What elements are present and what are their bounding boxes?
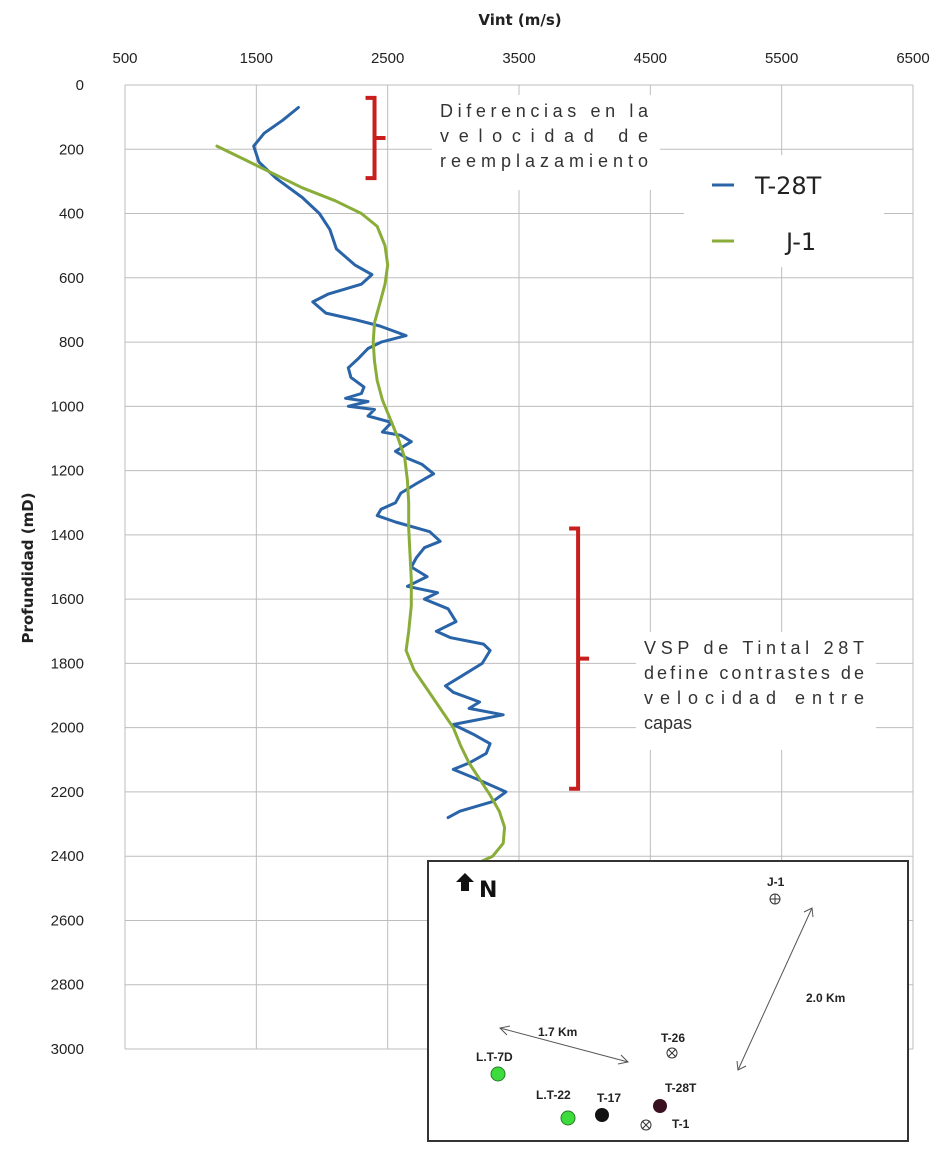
annotation-background-vsp-note <box>636 632 876 750</box>
annotation-bracket-vsp-note <box>569 526 590 791</box>
annotation-bracket-replacement-velocity <box>365 95 386 181</box>
well-lt-22-label: L.T-22 <box>536 1088 571 1102</box>
x-ticks: 500 1500 2500 3500 4500 5500 6500 <box>112 50 929 67</box>
y-tick-label-800: 800 <box>59 334 84 351</box>
series-line-t-28t <box>252 106 508 820</box>
x-tick-label-1500: 1500 <box>240 50 273 67</box>
y-tick-label-600: 600 <box>59 270 84 287</box>
annotation-line-vsp-note-1: define contrastes de <box>644 663 864 683</box>
legend-label-t-28t: T-28T <box>754 172 822 200</box>
well-lt-22-marker <box>560 1110 576 1126</box>
y-tick-label-2800: 2800 <box>51 977 84 994</box>
y-ticks: 0 200 400 600 800 1000 1200 1400 1600 1800 2000 220… <box>51 77 84 1058</box>
y-tick-label-2400: 2400 <box>51 848 84 865</box>
well-t-28t-marker <box>653 1099 667 1113</box>
well-lt-7d-label: L.T-7D <box>476 1050 513 1064</box>
well-t-17-label: T-17 <box>597 1091 621 1105</box>
y-tick-label-1400: 1400 <box>51 527 84 544</box>
y-tick-label-1200: 1200 <box>51 463 84 480</box>
y-tick-label-2000: 2000 <box>51 720 84 737</box>
series-line-j-1 <box>215 144 507 868</box>
x-axis-title: Vint (m/s) <box>478 11 561 29</box>
inset-map-frame <box>427 860 909 1142</box>
y-tick-label-200: 200 <box>59 141 84 158</box>
well-t-17-marker <box>595 1108 609 1122</box>
annotation-line-vsp-note-3: capas <box>644 713 692 733</box>
north-arrow-icon <box>456 873 474 891</box>
well-t-26-label: T-26 <box>661 1031 685 1045</box>
inset-location-map: N 1.7 Km 2.0 Km J-1 T-26 L.T-7D L.T-22 T… <box>427 860 909 1142</box>
y-tick-label-1800: 1800 <box>51 655 84 672</box>
series-layer <box>215 106 508 868</box>
annotation-line-replacement-velocity-0: Diferencias en la <box>440 101 649 121</box>
annotation-line-replacement-velocity-2: reemplazamiento <box>440 151 648 171</box>
scale-label-1-7km: 1.7 Km <box>538 1025 577 1039</box>
y-tick-label-2600: 2600 <box>51 912 84 929</box>
x-tick-label-3500: 3500 <box>502 50 535 67</box>
scale-arrow-2-0km <box>736 907 814 1071</box>
y-tick-label-1600: 1600 <box>51 591 84 608</box>
y-tick-label-3000: 3000 <box>51 1041 84 1058</box>
x-tick-label-4500: 4500 <box>634 50 667 67</box>
well-t-26-cross-b <box>667 1048 677 1058</box>
y-axis-title: Profundidad (mD) <box>19 492 37 643</box>
well-j-1-label: J-1 <box>767 875 785 889</box>
x-tick-label-2500: 2500 <box>371 50 404 67</box>
annotation-background-replacement-velocity <box>432 95 660 190</box>
well-t-1-cross-b <box>641 1120 651 1130</box>
scale-arrow-1-7km <box>498 1025 630 1065</box>
well-t-28t-label: T-28T <box>665 1081 697 1095</box>
north-label: N <box>479 878 497 903</box>
well-t-1-label: T-1 <box>672 1117 690 1131</box>
legend: T-28T J-1 <box>684 155 884 267</box>
x-tick-label-5500: 5500 <box>765 50 798 67</box>
y-tick-label-0: 0 <box>76 77 84 94</box>
well-lt-7d-marker <box>490 1066 506 1082</box>
scale-label-2-0km: 2.0 Km <box>806 991 845 1005</box>
y-tick-label-2200: 2200 <box>51 784 84 801</box>
legend-label-j-1: J-1 <box>784 228 816 256</box>
y-tick-label-1000: 1000 <box>51 398 84 415</box>
y-tick-label-400: 400 <box>59 206 84 223</box>
annotation-line-vsp-note-2: velocidad entre <box>644 688 864 708</box>
legend-background <box>684 155 884 267</box>
x-tick-label-500: 500 <box>112 50 137 67</box>
x-tick-label-6500: 6500 <box>896 50 929 67</box>
